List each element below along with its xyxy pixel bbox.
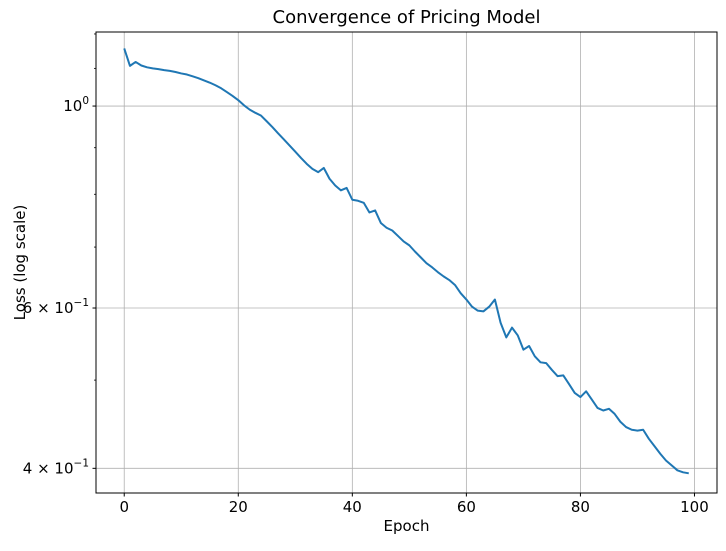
axis-ticks xyxy=(92,33,695,497)
gridlines xyxy=(96,32,717,493)
x-tick-label-80: 80 xyxy=(571,498,590,516)
y-axis-label: Loss (log scale) xyxy=(11,205,29,321)
y-tick-label-0.6: 6 × 10−1 xyxy=(23,297,89,317)
x-tick-label-0: 0 xyxy=(119,498,129,516)
x-tick-label-40: 40 xyxy=(343,498,362,516)
chart-title: Convergence of Pricing Model xyxy=(273,7,541,28)
x-tick-label-20: 20 xyxy=(229,498,248,516)
y-tick-labels: 100 6 × 10−1 4 × 10−1 xyxy=(23,95,89,477)
y-tick-label-0.4: 4 × 10−1 xyxy=(23,457,89,477)
y-tick-label-1: 100 xyxy=(63,95,89,115)
x-tick-label-100: 100 xyxy=(680,498,709,516)
x-axis-label: Epoch xyxy=(384,517,430,535)
loss-curve xyxy=(123,48,689,475)
plot-border xyxy=(95,31,718,494)
x-tick-labels: 0 20 40 60 80 100 xyxy=(119,498,708,516)
x-tick-label-60: 60 xyxy=(457,498,476,516)
